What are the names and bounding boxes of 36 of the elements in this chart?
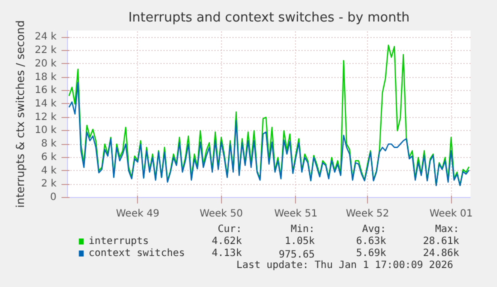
- y-tick-label: 24 k: [34, 32, 57, 43]
- y-tick-label: 22 k: [34, 45, 57, 56]
- text: Last update: Thu Jan 1 17:00:09 2026: [236, 260, 454, 271]
- text: 4.62k: [212, 236, 242, 247]
- text: 5.69k: [356, 248, 386, 259]
- y-tick-label: 20 k: [34, 58, 57, 70]
- text: 28.61k: [423, 236, 460, 247]
- text: Cur:: [218, 224, 242, 235]
- legend-label: context switches: [88, 248, 185, 259]
- x-tick-label: Week 49: [116, 208, 160, 220]
- y-tick-label: 16 k: [34, 85, 57, 96]
- x-tick-label: Week 01: [429, 208, 473, 220]
- y-axis-title: interrupts & ctx switches / second: [14, 20, 27, 208]
- text: 24.86k: [423, 248, 460, 259]
- x-tick-label: Week 52: [346, 208, 390, 220]
- x-tick-label: Week 50: [200, 208, 243, 220]
- text: 1.05k: [284, 236, 315, 247]
- line-series: [68, 82, 470, 186]
- text: Min:: [290, 224, 315, 235]
- text: 4.13k: [212, 248, 242, 259]
- y-tick-label: 12 k: [34, 112, 57, 123]
- text: 975.65: [278, 250, 315, 260]
- y-tick-label: 8 k: [41, 138, 57, 150]
- chart-title: Interrupts and context switches - by month: [128, 10, 410, 26]
- y-tick-label: 2 k: [41, 178, 57, 190]
- legend-label: interrupts: [88, 236, 149, 247]
- y-tick-label: 4 k: [41, 165, 57, 176]
- text: 6.63k: [356, 236, 386, 247]
- text: Max:: [435, 224, 460, 235]
- y-tick-label: 10 k: [34, 125, 57, 136]
- text: Avg:: [362, 224, 386, 235]
- x-tick-label: Week 51: [274, 208, 318, 220]
- y-tick-label: 6 k: [41, 152, 57, 163]
- y-tick-label: 18 k: [34, 72, 57, 83]
- y-tick-label: 0: [50, 192, 57, 203]
- y-tick-label: 14 k: [34, 98, 57, 110]
